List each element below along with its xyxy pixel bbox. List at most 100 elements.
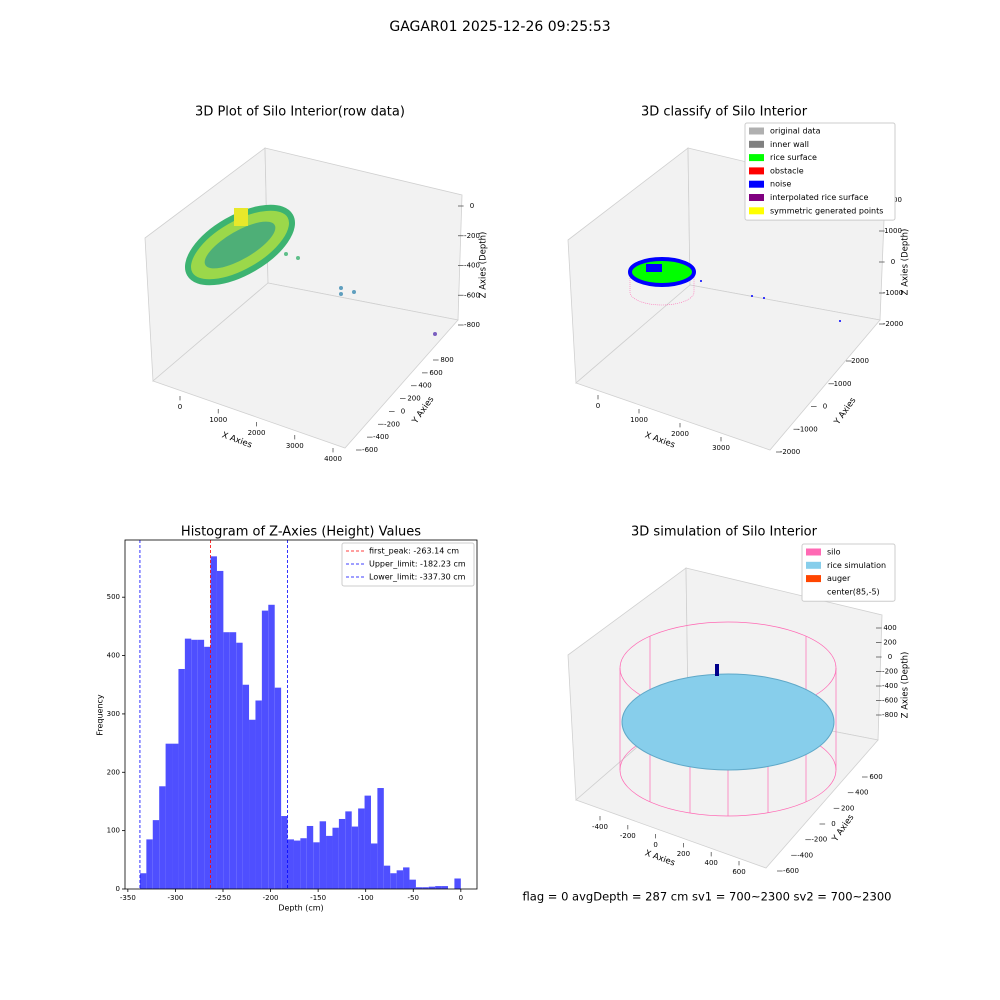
legend: [801, 543, 896, 602]
legend-label: silo: [827, 548, 841, 557]
bar: [441, 886, 448, 889]
legend-label: symmetric generated points: [770, 206, 883, 215]
x-tick-label: 0: [178, 403, 182, 411]
bar: [300, 838, 307, 889]
legend-swatch: [806, 548, 821, 556]
bar: [223, 632, 230, 889]
point: [296, 256, 300, 260]
panel-title: 3D Plot of Silo Interior(row data): [195, 105, 405, 120]
bar: [345, 811, 352, 889]
y-tick-label: 0: [831, 820, 835, 828]
x-tick-label: 3000: [712, 444, 730, 452]
bar: [172, 743, 179, 889]
point: [763, 297, 765, 299]
point: [433, 332, 437, 336]
y-tick-label: -600: [362, 446, 378, 454]
x-tick-label: 200: [677, 850, 690, 858]
z-tick-label: -800: [464, 321, 480, 329]
x-tick-label: 0: [459, 894, 463, 902]
y-tick-label: 200: [841, 804, 854, 812]
legend-label: rice simulation: [827, 561, 886, 570]
z-tick-label: 0: [891, 258, 895, 266]
bar: [377, 788, 384, 889]
wall: [629, 272, 695, 306]
z-axis-label: Z Axies (Depth): [479, 232, 489, 299]
x-tick-label: -100: [358, 894, 374, 902]
y-tick-label: 0: [401, 407, 405, 415]
pane: [152, 282, 459, 449]
x-tick-label: 4000: [324, 455, 342, 463]
z-tick-label: -600: [464, 291, 480, 299]
legend-label: Upper_limit: -182.23 cm: [369, 560, 466, 569]
bar: [236, 642, 243, 889]
legend-swatch: [749, 194, 764, 201]
point: [352, 290, 356, 294]
y-tick-label: -200: [384, 420, 400, 428]
bar: [403, 867, 410, 889]
rice-surface: [621, 673, 835, 771]
y-tick-label: -400: [797, 851, 813, 859]
bar: [139, 873, 147, 889]
bar: [184, 638, 192, 889]
z-tick-label: 1000: [884, 227, 902, 235]
bar: [396, 870, 404, 889]
bar: [197, 639, 205, 889]
bar: [454, 878, 461, 889]
legend-swatch: [806, 575, 821, 583]
annotation: flag = 0 avgDepth = 287 cm sv1 = 700~230…: [523, 890, 892, 904]
point: [839, 320, 841, 322]
y-tick-label: 600: [869, 773, 882, 781]
y-tick-label: 600: [429, 369, 442, 377]
legend-swatch: [749, 127, 764, 135]
figure-title: GAGAR01 2025-12-26 09:25:53: [389, 19, 610, 35]
x-tick-label: -150: [310, 894, 326, 902]
bar: [191, 639, 198, 889]
y-tick-label: 0: [116, 885, 120, 893]
z-tick-label: 400: [883, 624, 896, 632]
x-tick-label: -50: [408, 894, 419, 902]
legend-label: auger: [827, 574, 851, 583]
x-tick-label: -200: [263, 894, 279, 902]
point-cloud: [234, 208, 248, 226]
legend: [341, 542, 475, 587]
y-tick-label: 500: [107, 593, 120, 601]
x-tick-label: 2000: [248, 429, 266, 437]
legend-swatch: [749, 180, 764, 188]
legend: [744, 122, 896, 221]
y-tick-label: -600: [783, 867, 799, 875]
y-tick-label: 0: [823, 403, 827, 411]
point-cloud: [646, 264, 662, 272]
legend-label: inner wall: [770, 140, 809, 149]
x-tick-label: 2000: [671, 430, 689, 438]
panel-3d-1: [144, 147, 463, 449]
legend-swatch: [749, 154, 764, 162]
legend-swatch: [749, 167, 764, 175]
bar: [268, 604, 275, 889]
x-tick-label: -300: [167, 894, 183, 902]
bar: [274, 687, 282, 889]
x-tick-label: 1000: [630, 416, 648, 424]
x-tick-label: -200: [620, 832, 636, 840]
bar: [370, 843, 378, 889]
point: [700, 280, 702, 282]
legend-label: first_peak: -263.14 cm: [369, 547, 459, 556]
y-tick-label: -2000: [780, 448, 800, 456]
z-tick-label: -400: [464, 262, 480, 270]
y-tick-label: 100: [107, 827, 120, 835]
x-tick-label: 0: [596, 402, 600, 410]
bar: [229, 632, 237, 889]
z-tick-label: 0: [888, 653, 892, 661]
bar: [178, 668, 185, 889]
y-tick-label: -200: [811, 836, 827, 844]
bar: [358, 808, 365, 889]
z-tick-label: -600: [882, 697, 898, 705]
z-tick-label: -800: [882, 711, 898, 719]
z-tick-label: -400: [882, 682, 898, 690]
y-tick-label: -400: [373, 433, 389, 441]
z-tick-label: -200: [882, 668, 898, 676]
y-tick-label: 400: [418, 382, 431, 390]
bar: [435, 886, 442, 889]
panel-3d-4: [567, 567, 883, 869]
point: [339, 286, 343, 290]
legend-label: noise: [770, 180, 791, 189]
